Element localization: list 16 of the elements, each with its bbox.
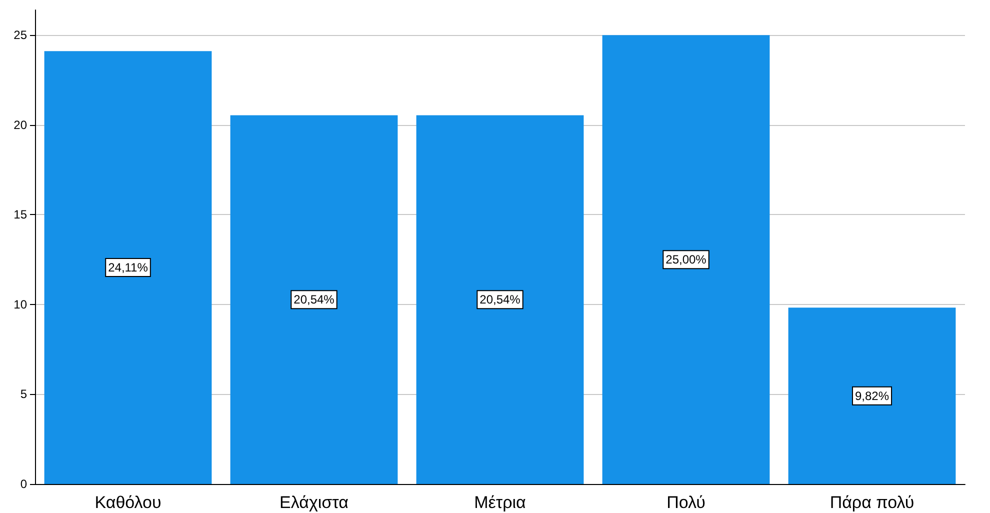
data-label: 9,82% [854, 388, 890, 403]
y-tick-label: 15 [14, 208, 28, 222]
y-tick-label: 25 [14, 28, 28, 42]
x-tick-label: Καθόλου [94, 493, 162, 512]
y-tick-label: 10 [14, 297, 28, 312]
data-label: 20,54% [294, 292, 335, 307]
data-label: 24,11% [108, 260, 148, 275]
x-tick-label: Μέτρια [474, 493, 526, 512]
data-label: 20,54% [480, 292, 521, 307]
x-tick-label: Πολύ [666, 493, 706, 512]
y-tick-label: 20 [14, 118, 28, 132]
y-tick-label: 0 [20, 477, 28, 491]
x-tick-label: Πάρα πολύ [830, 493, 914, 512]
data-label: 25,00% [666, 252, 707, 267]
y-tick-label: 5 [20, 387, 28, 402]
x-tick-label: Ελάχιστα [280, 493, 349, 512]
